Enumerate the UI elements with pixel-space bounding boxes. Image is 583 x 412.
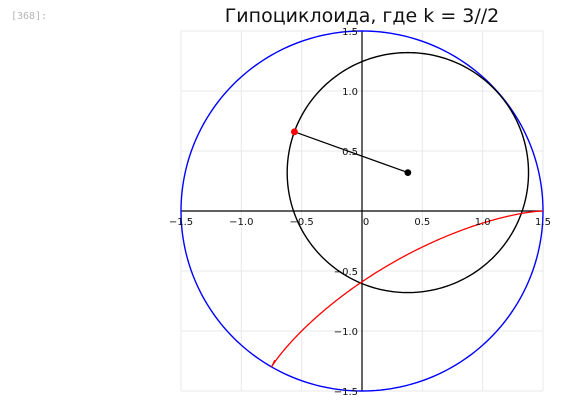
y-tick-label: −1.0 [334, 327, 358, 338]
x-tick-label: 0 [363, 217, 369, 228]
y-tick-label: 1.0 [342, 87, 358, 98]
tracing-point [291, 128, 298, 136]
y-tick-label: 1.5 [342, 27, 358, 38]
marks [180, 30, 544, 392]
x-tick-label: 0.5 [414, 217, 430, 228]
x-tick-label: −0.5 [290, 217, 314, 228]
x-tick-label: 1.0 [475, 217, 491, 228]
y-tick-label: −0.5 [334, 267, 358, 278]
rolling-circle [286, 51, 530, 294]
chart-title: Гипоциклоида, где k = 3//2 [224, 5, 500, 27]
radius-line [294, 131, 409, 174]
axes [181, 31, 543, 391]
tick-labels: −1.5 −1.0 −0.5 0 0.5 1.0 1.5 −1.5 −1.0 −0.5 0.5 1.0… [169, 27, 551, 398]
y-tick-label: 0.5 [342, 147, 358, 158]
cell-prompt: [368]: [11, 11, 48, 22]
y-tick-label: −1.5 [334, 387, 358, 398]
hypocycloid [270, 210, 543, 368]
center-point [404, 169, 412, 177]
x-tick-label: −1.5 [169, 217, 193, 228]
fixed-circle [180, 30, 544, 392]
x-tick-label: −1.0 [229, 217, 253, 228]
x-tick-label: 1.5 [535, 217, 551, 228]
